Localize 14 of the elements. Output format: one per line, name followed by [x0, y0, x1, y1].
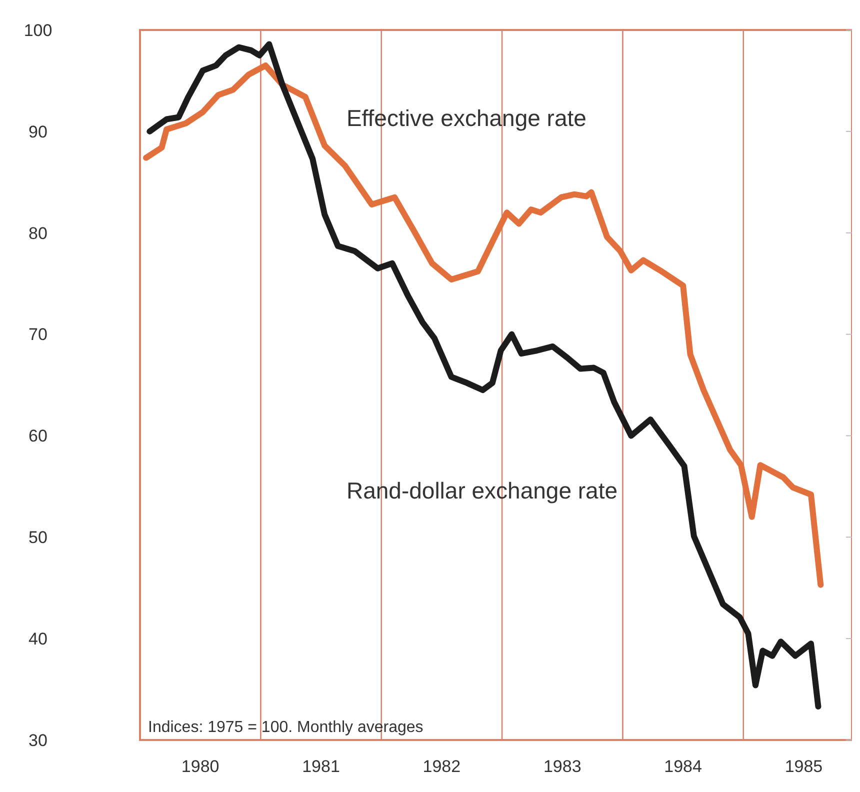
y-tick-label: 100: [24, 20, 52, 40]
y-tick-label: 60: [28, 426, 48, 446]
x-tick-label: 1980: [181, 757, 220, 776]
y-tick-label: 50: [28, 528, 48, 548]
x-tick-label: 1981: [302, 757, 340, 776]
y-tick-label: 30: [28, 730, 48, 750]
x-tick-label: 1985: [784, 757, 823, 776]
y-tick-label: 40: [28, 630, 48, 649]
x-tick-label: 1983: [543, 757, 582, 776]
x-tick-label: 1982: [422, 757, 461, 776]
y-tick-label: 80: [28, 224, 48, 243]
y-tick-label: 90: [28, 122, 48, 142]
x-tick-label: 1984: [664, 757, 702, 776]
y-tick-label: 70: [28, 325, 48, 344]
